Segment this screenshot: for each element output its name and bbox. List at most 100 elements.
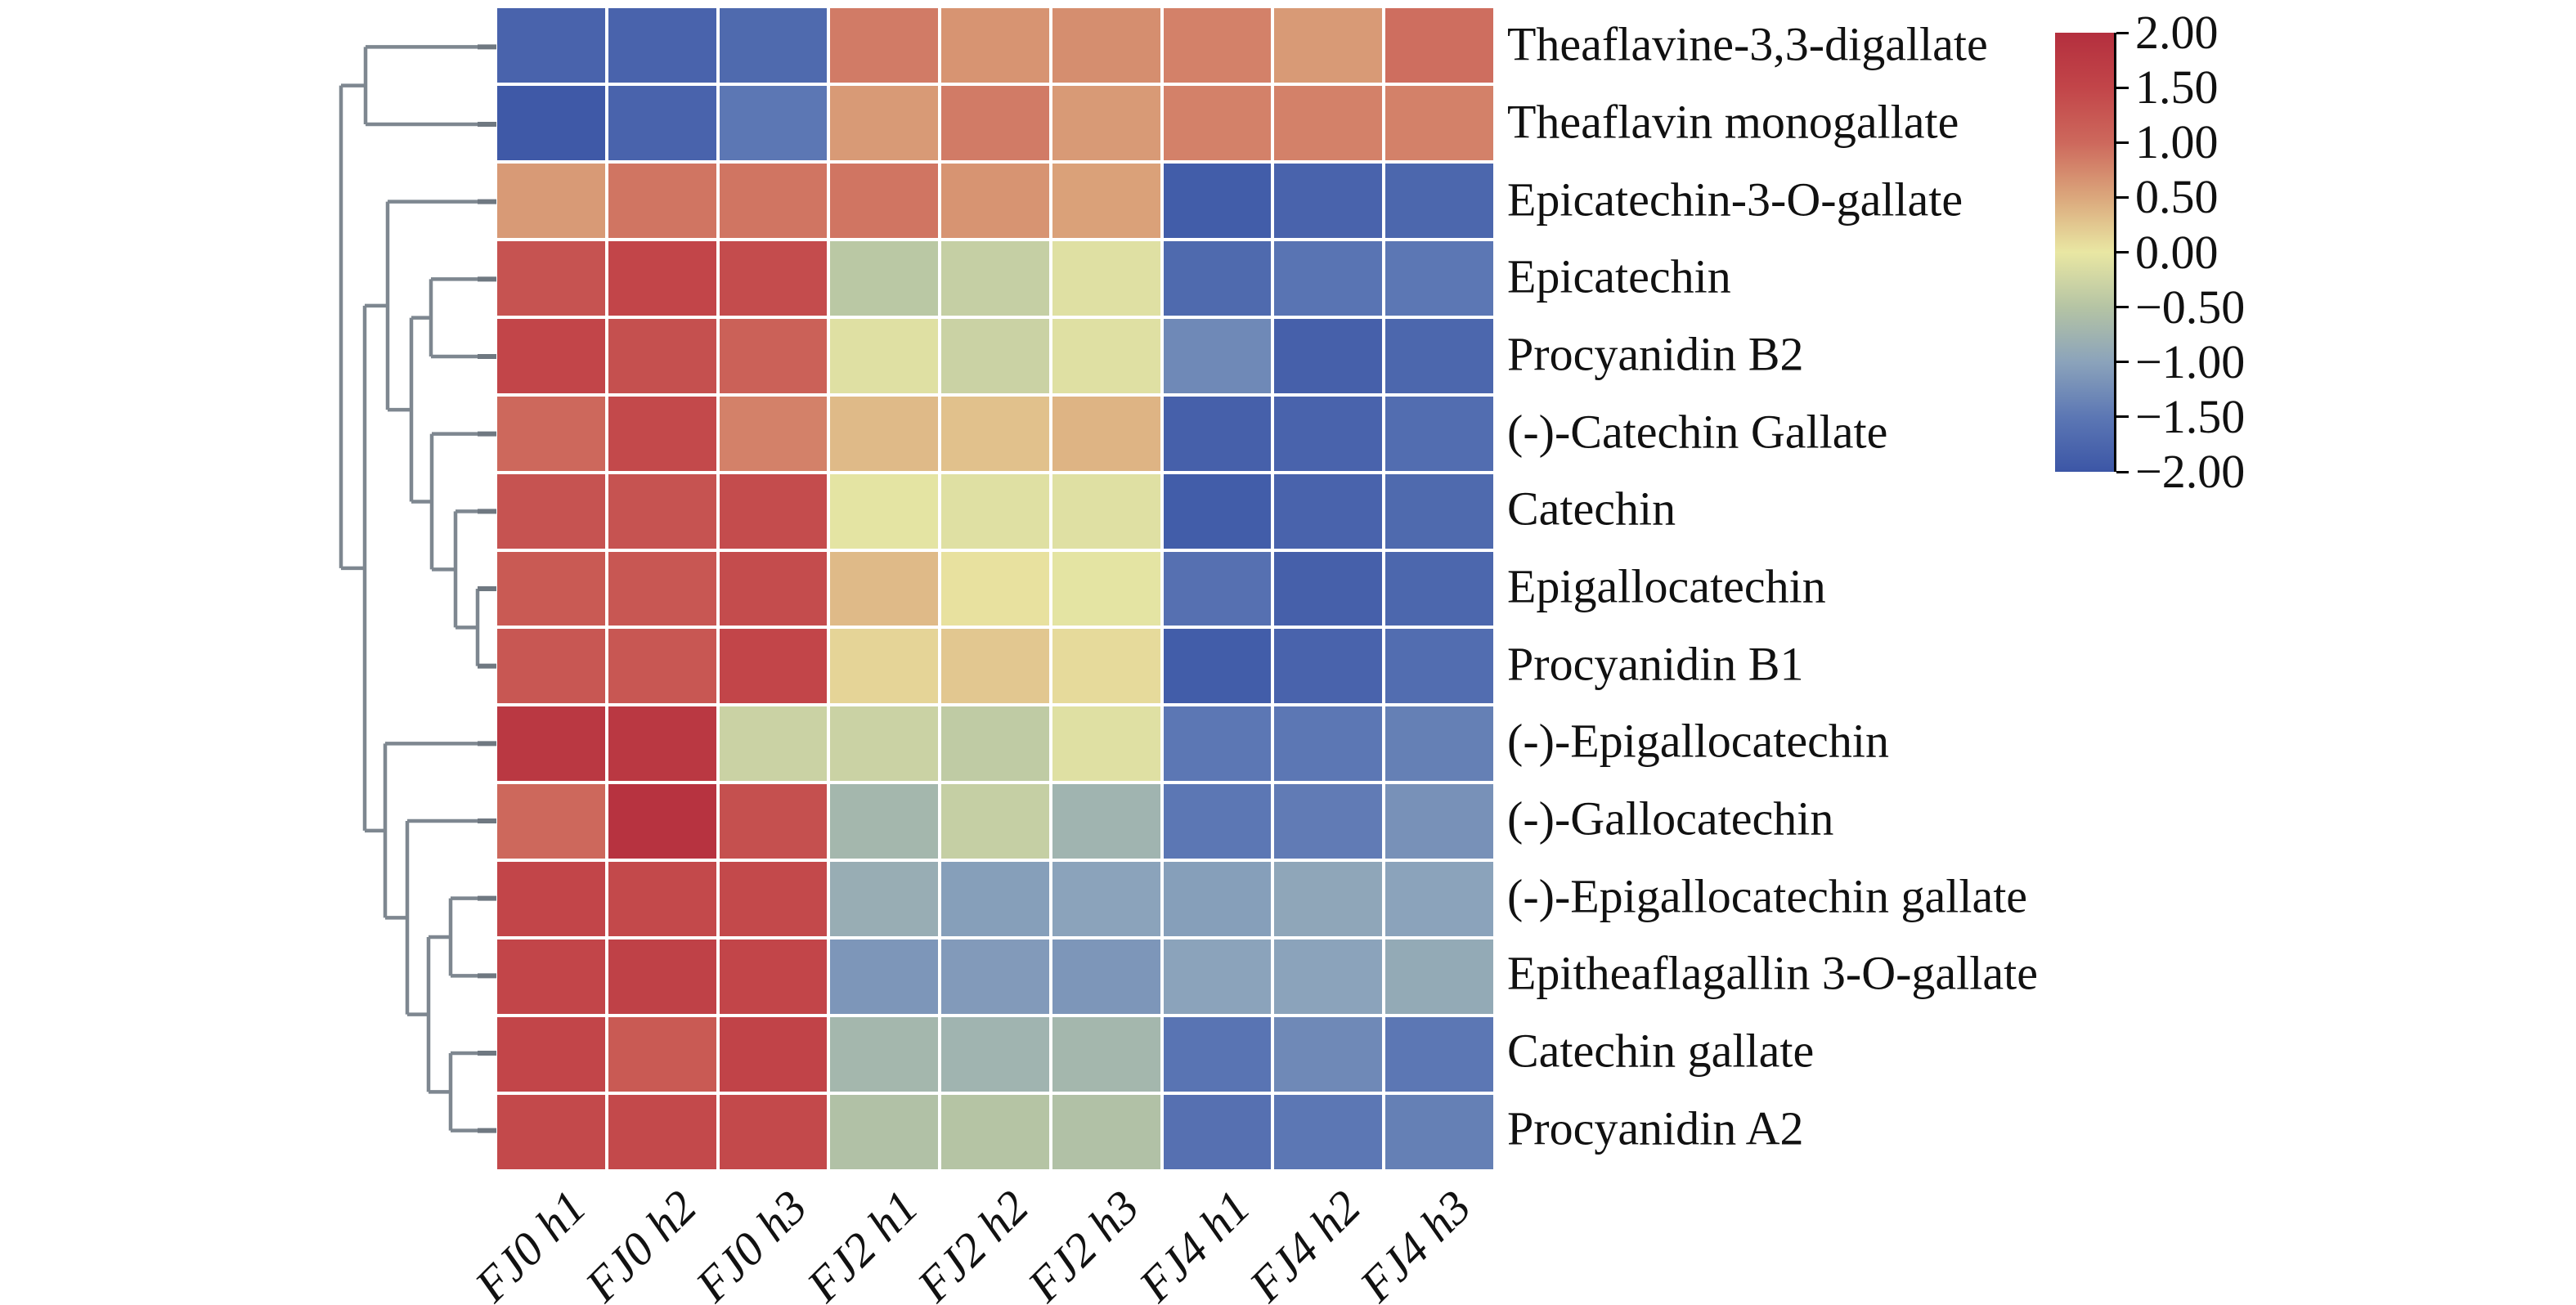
row-label: Procyanidin B2 bbox=[1507, 327, 1804, 381]
heatmap-cell bbox=[608, 551, 716, 626]
heatmap-cell bbox=[719, 396, 828, 471]
heatmap-cell bbox=[1274, 318, 1383, 393]
heatmap-cell bbox=[1385, 8, 1493, 83]
heatmap-cell bbox=[1385, 318, 1493, 393]
heatmap-cell bbox=[1052, 706, 1160, 782]
heatmap-cell bbox=[1274, 1017, 1383, 1092]
heatmap-cell bbox=[1163, 396, 1272, 471]
heatmap-cell bbox=[497, 784, 605, 859]
heatmap-cell bbox=[497, 1017, 605, 1092]
colorbar-tick bbox=[2116, 470, 2129, 473]
heatmap-cell bbox=[1274, 473, 1383, 549]
heatmap-cell bbox=[608, 473, 716, 549]
heatmap-cell bbox=[719, 85, 828, 160]
heatmap-cell bbox=[830, 706, 939, 782]
heatmap-cell bbox=[941, 940, 1049, 1015]
heatmap-cell bbox=[719, 473, 828, 549]
heatmap-cell bbox=[830, 473, 939, 549]
row-label: (-)-Epigallocatechin gallate bbox=[1507, 869, 2028, 923]
colorbar-tick-label: −1.00 bbox=[2135, 334, 2246, 388]
heatmap-cell bbox=[1052, 784, 1160, 859]
heatmap-cell bbox=[719, 1017, 828, 1092]
heatmap-cell bbox=[497, 1095, 605, 1169]
heatmap-cell bbox=[830, 318, 939, 393]
heatmap-cell bbox=[719, 940, 828, 1015]
heatmap-cell bbox=[608, 940, 716, 1015]
heatmap-cell bbox=[1163, 862, 1272, 937]
heatmap-cell bbox=[497, 862, 605, 937]
colorbar-gradient bbox=[2055, 33, 2114, 472]
heatmap-cell bbox=[941, 473, 1049, 549]
colorbar-tick bbox=[2116, 86, 2129, 89]
heatmap-cell bbox=[608, 862, 716, 937]
heatmap-cell bbox=[719, 862, 828, 937]
heatmap-cell bbox=[830, 1095, 939, 1169]
heatmap-cell bbox=[830, 784, 939, 859]
heatmap-cell bbox=[1274, 784, 1383, 859]
row-label: Epitheaflagallin 3-O-gallate bbox=[1507, 947, 2038, 1001]
heatmap-cell bbox=[608, 240, 716, 316]
heatmap-cell bbox=[1052, 318, 1160, 393]
heatmap-grid bbox=[497, 8, 1493, 1169]
heatmap-cell bbox=[1052, 1095, 1160, 1169]
colorbar-tick bbox=[2116, 195, 2129, 199]
heatmap-cell bbox=[1163, 473, 1272, 549]
heatmap-cell bbox=[941, 8, 1049, 83]
heatmap-cell bbox=[941, 629, 1049, 704]
row-label: Procyanidin B1 bbox=[1507, 637, 1804, 691]
heatmap-cell bbox=[497, 318, 605, 393]
heatmap-cell bbox=[1052, 8, 1160, 83]
heatmap-cell bbox=[1052, 163, 1160, 238]
heatmap-cell bbox=[1052, 396, 1160, 471]
heatmap-cell bbox=[1052, 240, 1160, 316]
heatmap-cell bbox=[1385, 396, 1493, 471]
heatmap-cell bbox=[1274, 940, 1383, 1015]
row-label: Epigallocatechin bbox=[1507, 559, 1826, 613]
heatmap-cell bbox=[1052, 551, 1160, 626]
heatmap-cell bbox=[1163, 784, 1272, 859]
colorbar-tick-label: 1.00 bbox=[2135, 115, 2219, 169]
heatmap-cell bbox=[941, 240, 1049, 316]
colorbar-tick bbox=[2116, 141, 2129, 144]
heatmap-cell bbox=[719, 551, 828, 626]
colorbar-spine bbox=[2114, 33, 2116, 472]
row-label: Theaflavin monogallate bbox=[1507, 95, 1959, 149]
heatmap-cell bbox=[608, 1017, 716, 1092]
heatmap-cell bbox=[1385, 85, 1493, 160]
heatmap-cell bbox=[1274, 629, 1383, 704]
heatmap-cell bbox=[608, 8, 716, 83]
heatmap-cell bbox=[1385, 1095, 1493, 1169]
heatmap-cell bbox=[497, 8, 605, 83]
heatmap-cell bbox=[830, 862, 939, 937]
heatmap-cell bbox=[830, 85, 939, 160]
heatmap-cell bbox=[719, 706, 828, 782]
heatmap-cell bbox=[941, 784, 1049, 859]
heatmap-cell bbox=[1385, 629, 1493, 704]
heatmap-cell bbox=[1163, 706, 1272, 782]
heatmap-cell bbox=[1274, 1095, 1383, 1169]
row-label: Catechin gallate bbox=[1507, 1024, 1815, 1078]
row-label: (-)-Epigallocatechin bbox=[1507, 715, 1889, 769]
heatmap-cell bbox=[941, 862, 1049, 937]
colorbar-tick bbox=[2116, 306, 2129, 309]
heatmap-cell bbox=[719, 8, 828, 83]
colorbar-tick bbox=[2116, 251, 2129, 253]
heatmap-cell bbox=[719, 784, 828, 859]
heatmap-cell bbox=[1163, 1017, 1272, 1092]
heatmap-cell bbox=[1163, 163, 1272, 238]
colorbar-tick bbox=[2116, 415, 2129, 419]
heatmap-cell bbox=[608, 1095, 716, 1169]
heatmap-cell bbox=[1274, 706, 1383, 782]
heatmap-cell bbox=[719, 240, 828, 316]
heatmap-cell bbox=[1163, 85, 1272, 160]
heatmap-cell bbox=[1385, 240, 1493, 316]
heatmap-cell bbox=[941, 163, 1049, 238]
heatmap-cell bbox=[719, 1095, 828, 1169]
heatmap-cell bbox=[1163, 940, 1272, 1015]
heatmap-cell bbox=[497, 473, 605, 549]
heatmap-cell bbox=[719, 163, 828, 238]
heatmap-cell bbox=[830, 1017, 939, 1092]
colorbar-tick-label: −0.50 bbox=[2135, 280, 2246, 334]
